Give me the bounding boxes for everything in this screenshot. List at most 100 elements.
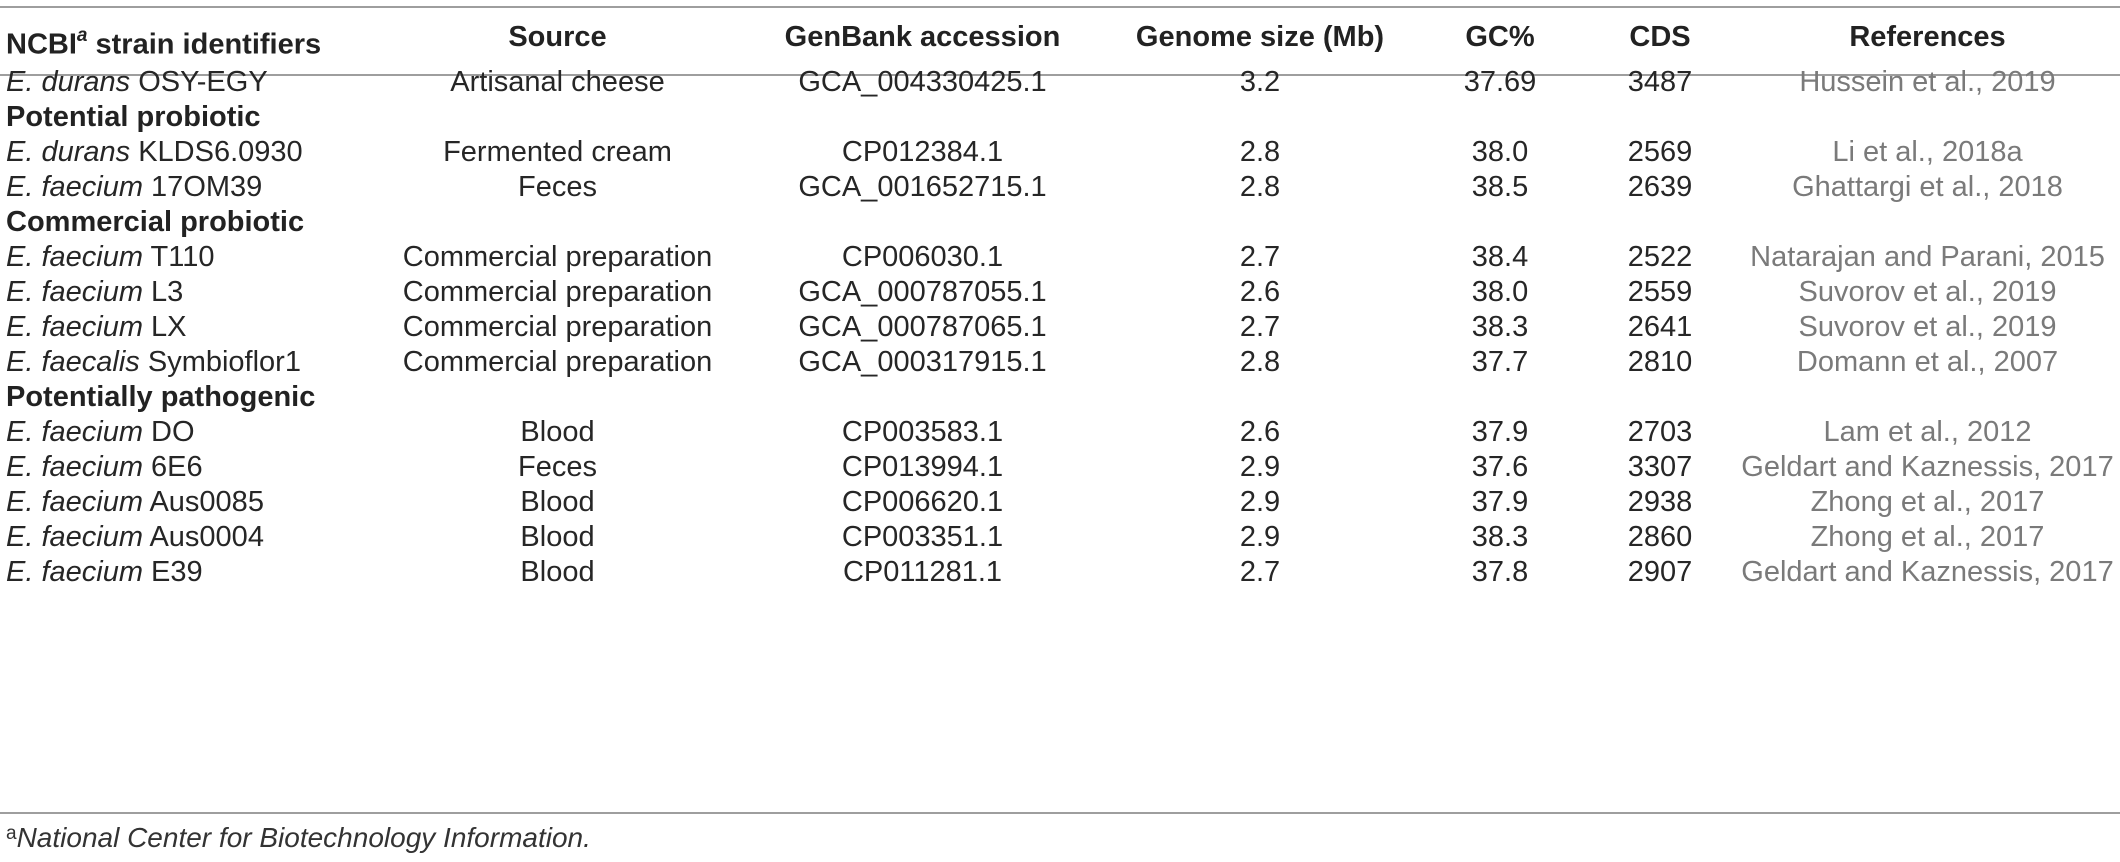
cds-cell: 3487 (1627, 66, 1693, 98)
strain-genus: E. faecium (6, 486, 143, 518)
strain-name: LX (143, 311, 187, 343)
cds-cell: 2559 (1627, 276, 1693, 308)
cds-cell: 2860 (1627, 521, 1693, 553)
header-rule (0, 74, 2120, 76)
header-source: Source (508, 21, 607, 53)
gc-percent-cell: 37.69 (1463, 66, 1537, 98)
strain-identifier-cell: E. faecium Aus0004 (6, 514, 264, 561)
reference-cell: Li et al., 2018a (1832, 136, 2023, 168)
reference-cell: Geldart and Kaznessis, 2017 (1741, 556, 2114, 588)
genbank-accession-cell: GCA_000787055.1 (798, 276, 1047, 308)
strain-genus: E. faecium (6, 276, 143, 308)
strain-genus: E. faecium (6, 556, 143, 588)
strain-identifier-cell: E. faecium L3 (6, 269, 183, 316)
strain-name: L3 (143, 276, 184, 308)
genome-size-cell: 3.2 (1239, 66, 1281, 98)
gc-percent-cell: 38.3 (1471, 311, 1529, 343)
section-heading: Potential probiotic (6, 101, 261, 133)
source-cell: Fermented cream (443, 136, 672, 168)
table-row: E. faecium L3 Commercial preparation GCA_0… (0, 269, 2120, 316)
strain-identifier-cell: E. faecium LX (6, 304, 187, 351)
strain-identifier-cell: E. faecium 6E6 (6, 444, 203, 491)
cds-cell: 2639 (1627, 171, 1693, 203)
strain-identifier-cell: E. durans OSY-EGY (6, 59, 268, 106)
genome-size-cell: 2.9 (1239, 521, 1281, 553)
genbank-accession-cell: GCA_001652715.1 (798, 171, 1047, 203)
genbank-accession-cell: GCA_004330425.1 (798, 66, 1047, 98)
cds-cell: 2938 (1627, 486, 1693, 518)
strain-identifier-cell: E. faecium 17OM39 (6, 164, 262, 211)
gc-percent-cell: 38.3 (1471, 521, 1529, 553)
gc-percent-cell: 38.4 (1471, 241, 1529, 273)
gc-percent-cell: 38.0 (1471, 136, 1529, 168)
genbank-accession-cell: CP012384.1 (841, 136, 1004, 168)
table-footnote: aNational Center for Biotechnology Infor… (6, 818, 591, 858)
table-row: E. faecium DO Blood CP003583.1 2.6 37.9 2703 L… (0, 409, 2120, 456)
gc-percent-cell: 37.6 (1471, 451, 1529, 483)
strain-name: OSY-EGY (130, 66, 268, 98)
table-row: E. faecium LX Commercial preparation GCA_0… (0, 304, 2120, 351)
strain-genus: E. faecium (6, 521, 143, 553)
strain-genus: E. faecalis (6, 346, 140, 378)
strain-name: DO (143, 416, 195, 448)
strain-name: Aus0004 (143, 521, 264, 553)
source-cell: Commercial preparation (402, 241, 713, 273)
header-genbank-accession: GenBank accession (784, 21, 1061, 53)
strain-genus: E. faecium (6, 171, 143, 203)
gc-percent-cell: 37.7 (1471, 346, 1529, 378)
source-cell: Commercial preparation (402, 276, 713, 308)
strain-genus: E. durans (6, 136, 131, 168)
gc-percent-cell: 38.5 (1471, 171, 1529, 203)
table-row: E. faecium 17OM39 Feces GCA_001652715.1 2.8… (0, 164, 2120, 211)
genbank-accession-cell: GCA_000317915.1 (798, 346, 1047, 378)
table-row: E. durans KLDS6.0930 Fermented cream CP012… (0, 129, 2120, 176)
section-heading: Commercial probiotic (6, 206, 305, 238)
reference-cell: Domann et al., 2007 (1796, 346, 2059, 378)
source-cell: Blood (520, 486, 595, 518)
strain-name: 17OM39 (143, 171, 263, 203)
source-cell: Commercial preparation (402, 346, 713, 378)
strain-genus: E. faecium (6, 451, 143, 483)
reference-cell: Suvorov et al., 2019 (1798, 311, 2057, 343)
genome-size-cell: 2.8 (1239, 136, 1281, 168)
strain-name: T110 (143, 241, 215, 273)
header-references: References (1849, 21, 2006, 53)
genome-size-cell: 2.7 (1239, 311, 1281, 343)
strain-identifier-cell: E. faecium Aus0085 (6, 479, 264, 526)
reference-cell: Suvorov et al., 2019 (1798, 276, 2057, 308)
genome-size-cell: 2.9 (1239, 486, 1281, 518)
gc-percent-cell: 37.8 (1471, 556, 1529, 588)
table-top-rule (0, 6, 2120, 8)
source-cell: Artisanal cheese (450, 66, 665, 98)
strain-name: 6E6 (143, 451, 203, 483)
genbank-accession-cell: CP006620.1 (841, 486, 1004, 518)
header-cds: CDS (1629, 21, 1691, 53)
genome-size-cell: 2.7 (1239, 241, 1281, 273)
gc-percent-cell: 38.0 (1471, 276, 1529, 308)
table-row: E. faecium Aus0004 Blood CP003351.1 2.9 38.3… (0, 514, 2120, 561)
genome-size-cell: 2.8 (1239, 171, 1281, 203)
reference-cell: Natarajan and Parani, 2015 (1750, 241, 2105, 273)
cds-cell: 2569 (1627, 136, 1693, 168)
genome-size-cell: 2.6 (1239, 416, 1281, 448)
section-heading: Potentially pathogenic (6, 381, 316, 413)
cds-cell: 2810 (1627, 346, 1693, 378)
source-cell: Blood (520, 416, 595, 448)
table-row: E. faecium E39 Blood CP011281.1 2.7 37.8 2907… (0, 549, 2120, 596)
gc-percent-cell: 37.9 (1471, 416, 1529, 448)
source-cell: Feces (518, 451, 597, 483)
gc-percent-cell: 37.9 (1471, 486, 1529, 518)
strain-genus: E. faecium (6, 241, 143, 273)
strain-name: Symbioflor1 (139, 346, 301, 378)
reference-cell: Zhong et al., 2017 (1810, 486, 2045, 518)
source-cell: Blood (520, 521, 595, 553)
table-row: E. faecium T110 Commercial preparation CP0… (0, 234, 2120, 281)
source-cell: Feces (518, 171, 597, 203)
reference-cell: Ghattargi et al., 2018 (1792, 171, 2063, 203)
genbank-accession-cell: CP013994.1 (841, 451, 1004, 483)
footnote-mark: a (6, 823, 17, 844)
genbank-accession-cell: CP003583.1 (841, 416, 1004, 448)
table-header-row: NCBIa strain identifiers Source GenBank … (0, 14, 2120, 61)
strain-genus: E. durans (6, 66, 131, 98)
cds-cell: 2641 (1627, 311, 1693, 343)
